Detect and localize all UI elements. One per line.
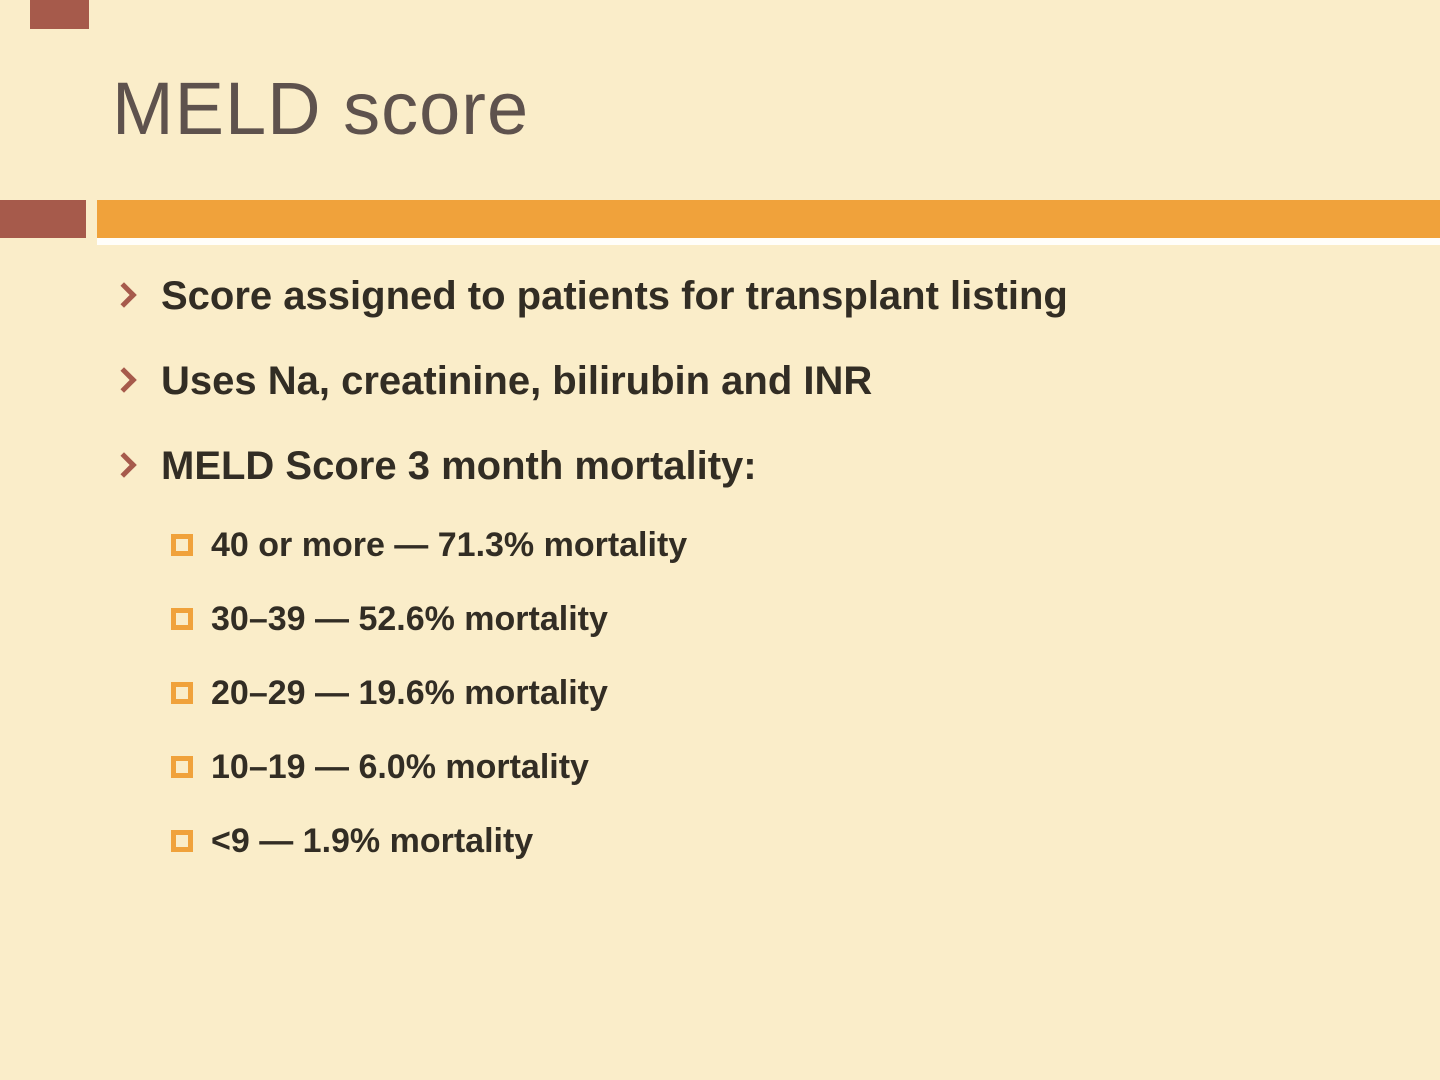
square-bullet-icon	[171, 756, 193, 778]
square-bullet-icon	[171, 830, 193, 852]
bullet-text: Uses Na, creatinine, bilirubin and INR	[161, 359, 873, 403]
sub-bullet-text: <9 — 1.9% mortality	[211, 822, 534, 860]
divider-orange-bar	[97, 200, 1440, 238]
square-bullet-icon	[171, 608, 193, 630]
arrow-bullet-icon	[111, 452, 137, 478]
square-bullet-icon	[171, 682, 193, 704]
arrow-bullet-icon	[111, 367, 137, 393]
top-accent-tab	[30, 0, 89, 29]
list-item: 40 or more — 71.3% mortality	[171, 523, 1410, 567]
list-item: 10–19 — 6.0% mortality	[171, 745, 1410, 789]
list-item: 30–39 — 52.6% mortality	[171, 597, 1410, 641]
square-bullet-icon	[171, 534, 193, 556]
list-item: Score assigned to patients for transplan…	[111, 272, 1410, 320]
divider-white-underline	[97, 238, 1440, 245]
arrow-bullet-icon	[111, 282, 137, 308]
slide-body: Score assigned to patients for transplan…	[111, 272, 1410, 893]
bullet-text: Score assigned to patients for transplan…	[161, 274, 1068, 318]
divider-brick-block	[0, 200, 86, 238]
bullet-list: Score assigned to patients for transplan…	[111, 272, 1410, 490]
sub-bullet-text: 30–39 — 52.6% mortality	[211, 600, 608, 638]
list-item: 20–29 — 19.6% mortality	[171, 671, 1410, 715]
sub-bullet-text: 40 or more — 71.3% mortality	[211, 526, 688, 564]
list-item: MELD Score 3 month mortality:	[111, 442, 1410, 490]
bullet-text: MELD Score 3 month mortality:	[161, 444, 757, 488]
sub-bullet-text: 20–29 — 19.6% mortality	[211, 674, 608, 712]
slide-title: MELD score	[112, 67, 530, 150]
sub-bullet-list: 40 or more — 71.3% mortality 30–39 — 52.…	[171, 523, 1410, 863]
list-item: Uses Na, creatinine, bilirubin and INR	[111, 357, 1410, 405]
list-item: <9 — 1.9% mortality	[171, 819, 1410, 863]
sub-bullet-text: 10–19 — 6.0% mortality	[211, 748, 589, 786]
